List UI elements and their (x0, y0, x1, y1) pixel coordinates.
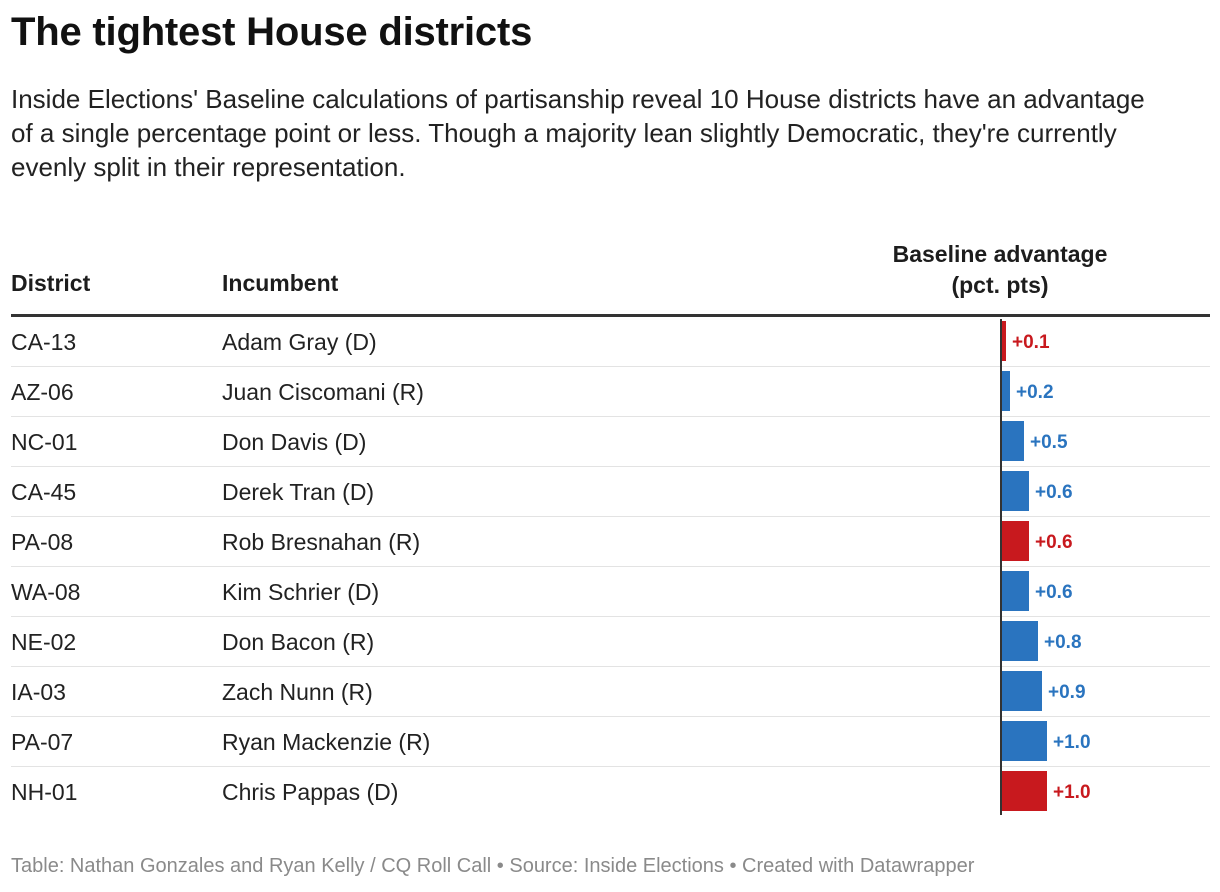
column-header-incumbent: Incumbent (222, 270, 339, 296)
column-header-district: District (11, 270, 91, 296)
column-header-baseline-line2: (pct. pts) (951, 272, 1049, 298)
incumbent-cell: Chris Pappas (D) (222, 779, 399, 805)
incumbent-cell: Adam Gray (D) (222, 329, 377, 355)
table-row: NC-01 Don Davis (D) +0.5 (11, 417, 1210, 467)
chart-title: The tightest House districts (11, 10, 533, 54)
baseline-value-label: +0.8 (1044, 632, 1082, 653)
table-row: IA-03 Zach Nunn (R) +0.9 (11, 667, 1210, 717)
incumbent-cell: Kim Schrier (D) (222, 579, 380, 605)
table-row: PA-07 Ryan Mackenzie (R) +1.0 (11, 717, 1210, 767)
table-row: NE-02 Don Bacon (R) +0.8 (11, 617, 1210, 667)
table-row: CA-13 Adam Gray (D) +0.1 (11, 317, 1210, 367)
baseline-value-label: +0.6 (1035, 582, 1073, 603)
chart-footer: Table: Nathan Gonzales and Ryan Kelly / … (11, 855, 975, 877)
table-row: WA-08 Kim Schrier (D) +0.6 (11, 567, 1210, 617)
incumbent-cell: Ryan Mackenzie (R) (222, 729, 431, 755)
district-cell: CA-45 (11, 479, 77, 505)
baseline-bar (1001, 421, 1024, 461)
bar-baseline-axis (1000, 319, 1002, 815)
incumbent-cell: Zach Nunn (R) (222, 679, 373, 705)
baseline-value-label: +1.0 (1053, 782, 1091, 803)
baseline-bar (1001, 671, 1042, 711)
chart-subtitle: Inside Elections' Baseline calculations … (11, 84, 1145, 182)
baseline-bar (1001, 471, 1029, 511)
baseline-bar (1001, 571, 1029, 611)
table-row: CA-45 Derek Tran (D) +0.6 (11, 467, 1210, 517)
baseline-value-label: +0.6 (1035, 532, 1073, 553)
baseline-bar (1001, 321, 1006, 361)
incumbent-cell: Juan Ciscomani (R) (222, 379, 424, 405)
column-header-baseline-line1: Baseline advantage (892, 241, 1108, 267)
baseline-bar (1001, 621, 1038, 661)
table-body: CA-13 Adam Gray (D) +0.1 AZ-06 Juan Ciscoman… (11, 317, 1210, 817)
district-cell: NH-01 (11, 779, 78, 805)
baseline-value-label: +1.0 (1053, 732, 1091, 753)
baseline-value-label: +0.6 (1035, 482, 1073, 503)
incumbent-cell: Don Davis (D) (222, 429, 367, 455)
incumbent-cell: Rob Bresnahan (R) (222, 529, 421, 555)
table-row: NH-01 Chris Pappas (D) +1.0 (11, 767, 1210, 817)
district-cell: AZ-06 (11, 379, 74, 405)
baseline-bar (1001, 521, 1029, 561)
district-cell: IA-03 (11, 679, 66, 705)
incumbent-cell: Derek Tran (D) (222, 479, 375, 505)
baseline-bar (1001, 371, 1010, 411)
district-cell: WA-08 (11, 579, 81, 605)
header-rule (11, 314, 1210, 317)
district-cell: CA-13 (11, 329, 77, 355)
table-row: PA-08 Rob Bresnahan (R) +0.6 (11, 517, 1210, 567)
baseline-value-label: +0.2 (1016, 382, 1054, 403)
district-cell: PA-07 (11, 729, 74, 755)
baseline-bar (1001, 721, 1047, 761)
baseline-value-label: +0.9 (1048, 682, 1086, 703)
district-cell: NC-01 (11, 429, 78, 455)
column-header-baseline: Baseline advantage (pct. pts) (851, 239, 1149, 301)
table-row: AZ-06 Juan Ciscomani (R) +0.2 (11, 367, 1210, 417)
baseline-value-label: +0.1 (1012, 332, 1050, 353)
baseline-bar (1001, 771, 1047, 811)
district-cell: NE-02 (11, 629, 77, 655)
district-cell: PA-08 (11, 529, 74, 555)
incumbent-cell: Don Bacon (R) (222, 629, 375, 655)
baseline-value-label: +0.5 (1030, 432, 1068, 453)
